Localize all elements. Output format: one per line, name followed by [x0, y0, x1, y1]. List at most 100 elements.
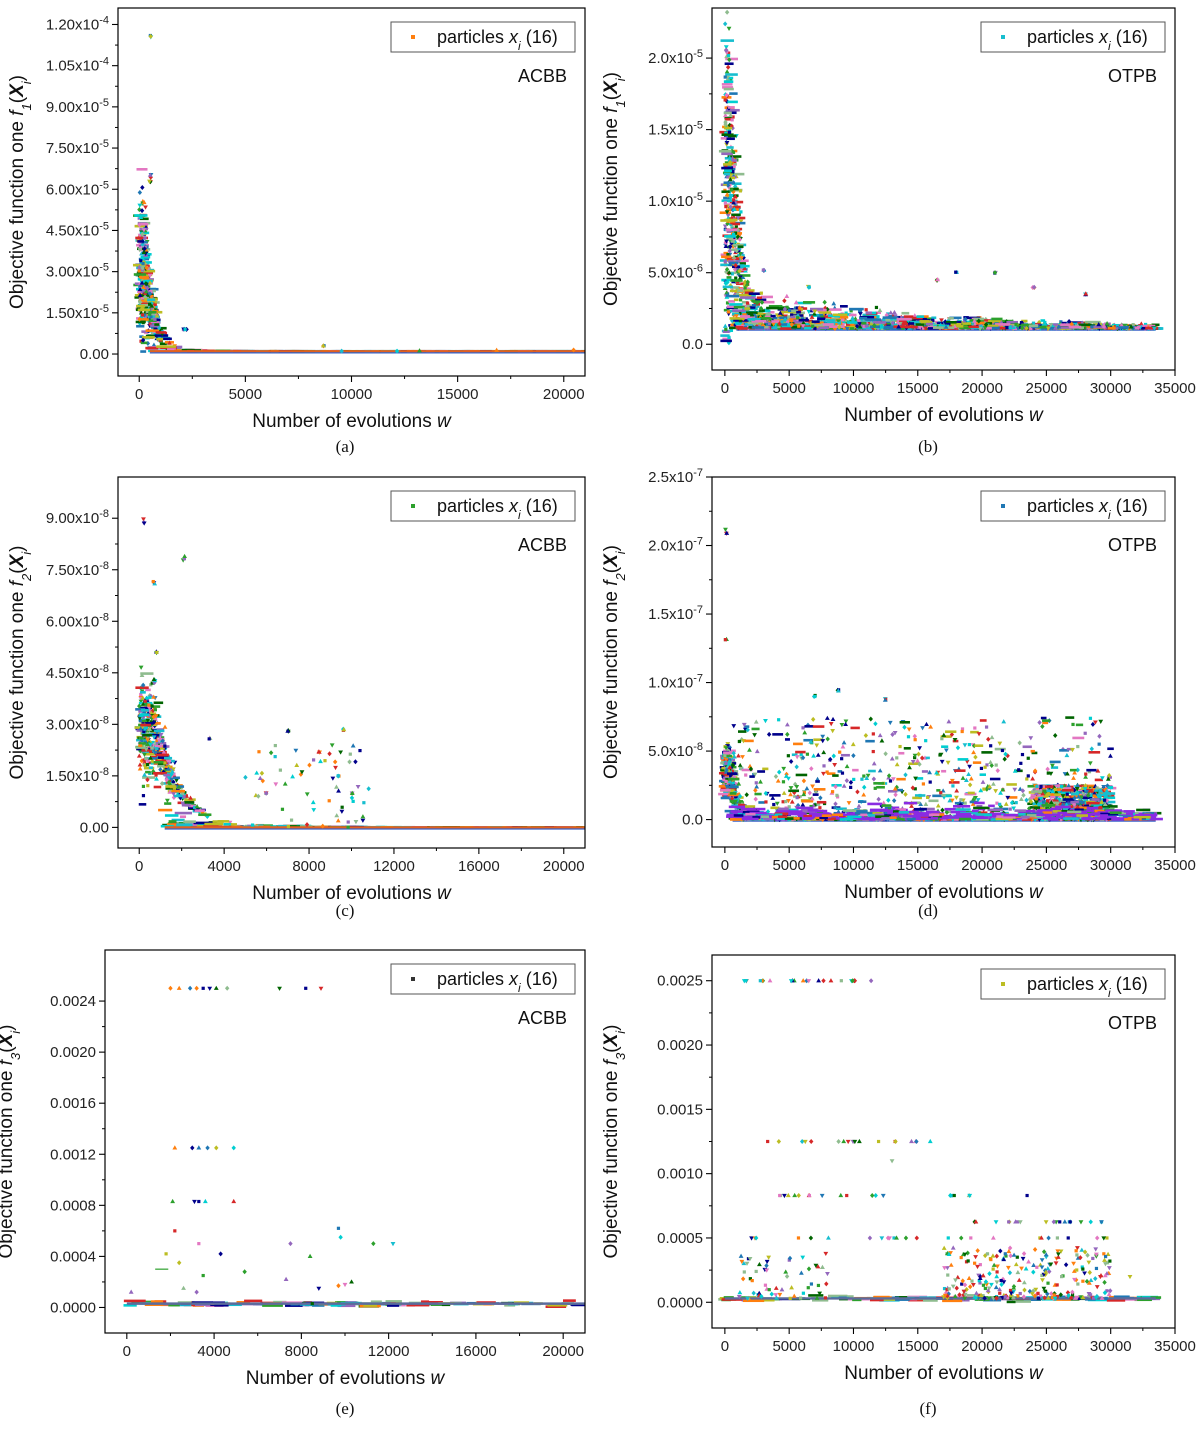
data-point — [837, 770, 843, 773]
data-point — [899, 720, 910, 724]
data-point — [844, 326, 850, 332]
data-point — [766, 731, 772, 737]
data-point — [738, 259, 749, 263]
y-axis: 0.001.50x10-83.00x10-84.50x10-86.00x10-8… — [46, 508, 118, 836]
data-point — [724, 131, 728, 135]
data-point — [729, 789, 735, 793]
data-point — [1040, 319, 1046, 322]
data-point — [138, 744, 143, 747]
data-point — [194, 804, 200, 809]
data-point — [998, 790, 1003, 795]
data-point — [833, 801, 838, 807]
data-point — [809, 766, 814, 772]
data-point — [862, 784, 867, 790]
data-point — [723, 163, 732, 166]
data-point — [731, 312, 747, 316]
data-point — [1090, 325, 1103, 329]
data-point — [135, 686, 149, 690]
data-point — [726, 270, 732, 275]
x-tick-label: 5000 — [229, 386, 262, 403]
data-point — [155, 732, 161, 736]
data-point — [158, 732, 164, 738]
data-point — [1088, 716, 1093, 720]
data-point — [856, 803, 862, 808]
y-tick-label: 1.0x10-5 — [648, 191, 703, 210]
data-point — [916, 315, 925, 318]
data-point — [961, 323, 974, 327]
data-point — [723, 98, 727, 102]
data-point — [785, 305, 789, 309]
data-point — [909, 803, 914, 808]
data-point — [969, 800, 979, 804]
data-point — [158, 737, 165, 741]
data-point — [724, 117, 732, 121]
data-point — [137, 190, 143, 196]
data-point — [155, 650, 159, 655]
data-point — [150, 757, 158, 760]
data-point — [163, 773, 170, 777]
data-point — [906, 727, 912, 732]
data-point — [729, 781, 735, 785]
data-point — [738, 189, 742, 193]
data-point — [138, 214, 144, 220]
data-point — [810, 323, 823, 327]
data-point — [943, 326, 955, 329]
data-point — [729, 187, 739, 191]
data-point — [803, 301, 816, 304]
data-point — [1002, 321, 1009, 325]
data-point — [724, 9, 730, 15]
data-point — [730, 248, 739, 252]
data-point — [147, 726, 153, 731]
data-point — [151, 714, 156, 720]
data-point — [726, 276, 732, 279]
data-point — [887, 720, 893, 726]
data-point — [995, 768, 1000, 774]
data-point — [355, 784, 361, 790]
data-point — [188, 804, 197, 808]
data-point — [172, 786, 177, 790]
data-point — [307, 762, 312, 768]
data-point — [890, 320, 895, 326]
data-point — [726, 753, 730, 757]
data-point — [1069, 325, 1082, 329]
data-point — [825, 306, 830, 312]
data-point — [156, 337, 164, 341]
data-point — [729, 261, 739, 265]
data-point — [723, 181, 736, 185]
data-point — [759, 309, 765, 312]
data-point — [250, 823, 255, 827]
data-point — [183, 820, 196, 823]
data-point — [727, 309, 735, 313]
data-point — [722, 330, 730, 334]
panel-caption: (a) — [336, 437, 355, 456]
data-point — [720, 39, 735, 42]
data-point — [769, 794, 781, 797]
data-point — [145, 741, 150, 747]
legend-marker — [411, 35, 415, 39]
x-tick-label: 35000 — [1154, 380, 1196, 397]
data-point — [846, 801, 852, 806]
data-point — [797, 324, 801, 328]
data-point — [139, 719, 148, 723]
legend-label: particles xi (16) — [437, 27, 558, 53]
data-point — [155, 331, 167, 334]
data-point — [805, 319, 813, 323]
data-point — [817, 317, 826, 321]
data-point — [901, 326, 905, 330]
x-axis-title: Number of evolutions w — [252, 411, 452, 432]
data-point — [789, 799, 795, 804]
data-point — [839, 722, 845, 728]
data-point — [963, 325, 969, 328]
data-point — [931, 316, 937, 320]
data-point — [140, 243, 145, 248]
data-point — [139, 231, 150, 235]
data-point — [171, 818, 185, 822]
data-point — [1087, 761, 1093, 766]
data-point — [725, 279, 730, 285]
data-point — [954, 769, 966, 772]
legend-marker — [1001, 35, 1005, 39]
data-point — [1108, 753, 1113, 758]
data-point — [727, 335, 731, 340]
data-point — [782, 298, 787, 304]
data-point — [1009, 800, 1015, 806]
